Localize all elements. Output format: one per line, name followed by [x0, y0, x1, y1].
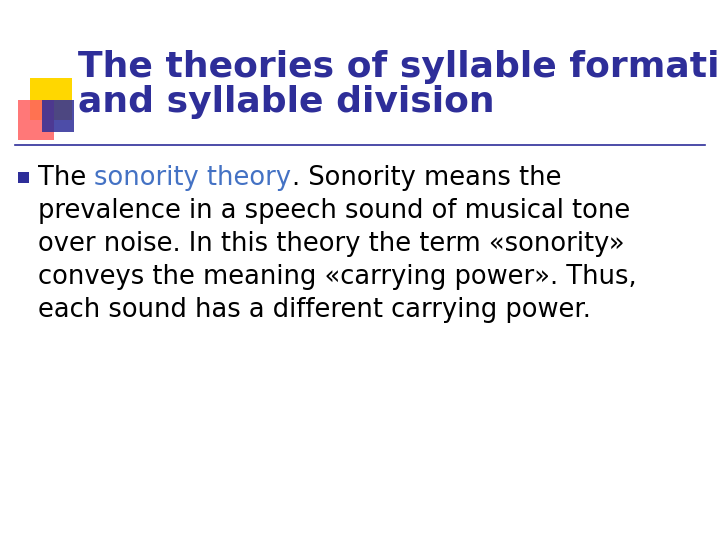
Text: and syllable division: and syllable division: [78, 85, 495, 119]
Text: sonority theory: sonority theory: [94, 165, 292, 191]
FancyBboxPatch shape: [18, 100, 54, 140]
Text: each sound has a different carrying power.: each sound has a different carrying powe…: [38, 297, 591, 323]
Text: The: The: [38, 165, 94, 191]
Text: conveys the meaning «carrying power». Thus,: conveys the meaning «carrying power». Th…: [38, 264, 636, 290]
Text: . Sonority means the: . Sonority means the: [292, 165, 561, 191]
FancyBboxPatch shape: [18, 172, 29, 183]
Text: prevalence in a speech sound of musical tone: prevalence in a speech sound of musical …: [38, 198, 630, 224]
Text: over noise. In this theory the term «sonority»: over noise. In this theory the term «son…: [38, 231, 625, 257]
FancyBboxPatch shape: [42, 100, 74, 132]
FancyBboxPatch shape: [30, 78, 72, 120]
Text: The theories of syllable formation: The theories of syllable formation: [78, 50, 720, 84]
